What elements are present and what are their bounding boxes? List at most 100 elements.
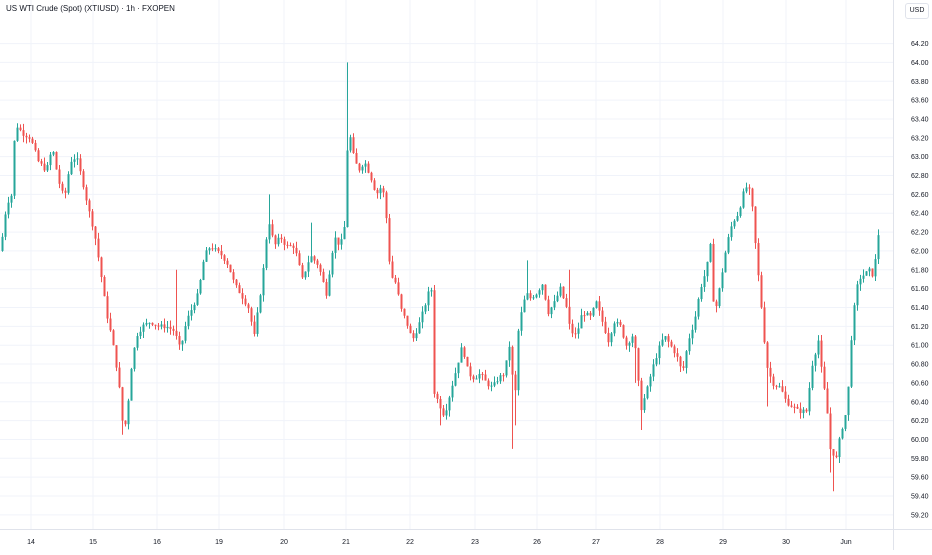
candle-down	[55, 151, 58, 170]
candle-body	[13, 140, 16, 196]
x-tick-label: 26	[533, 539, 541, 546]
candle-down	[502, 373, 505, 382]
candle-body	[34, 142, 37, 151]
candle-up	[49, 151, 52, 171]
candle-down	[409, 323, 412, 334]
candle-body	[814, 354, 817, 366]
candle-down	[376, 187, 379, 199]
candle-down	[31, 136, 34, 145]
candle-body	[607, 332, 610, 343]
candle-body	[331, 252, 334, 275]
candle-up	[166, 320, 169, 333]
candle-down	[625, 335, 628, 350]
candle-up	[142, 322, 145, 338]
candle-body	[253, 321, 256, 334]
candle-up	[76, 152, 79, 166]
candle-up	[652, 359, 655, 382]
candle-down	[22, 123, 25, 143]
candle-down	[253, 315, 256, 337]
candle-down	[37, 148, 40, 163]
candle-body	[595, 301, 598, 308]
candle-up	[1, 233, 4, 252]
candle-body	[91, 211, 94, 227]
candle-down	[784, 386, 787, 403]
candle-body	[718, 288, 721, 307]
candle-down	[106, 291, 109, 324]
candle-body	[700, 287, 703, 300]
candle-body	[424, 305, 427, 312]
candle-up	[16, 123, 19, 142]
candle-body	[442, 408, 445, 416]
time-axis[interactable]: 14 15 16 19 20 21 22 23 26 27 28 29 30 Jun	[0, 529, 932, 547]
y-tick-label: 63.00	[911, 154, 929, 161]
candle-body	[181, 340, 184, 345]
candle-up	[379, 184, 382, 200]
candle-body	[859, 278, 862, 285]
candle-down	[322, 268, 325, 283]
candle-body	[559, 286, 562, 296]
candle-body	[226, 260, 229, 265]
candle-body	[25, 135, 28, 138]
candle-up	[718, 287, 721, 309]
candle-body	[379, 188, 382, 194]
candle-down	[511, 345, 514, 449]
y-tick-label: 64.00	[911, 60, 929, 67]
price-axis[interactable]: 59.20 59.40 59.60 59.80 60.00 60.20 60.40 60.60…	[893, 0, 929, 550]
candle-down	[439, 396, 442, 426]
y-tick-label: 63.20	[911, 135, 929, 142]
candle-up	[538, 288, 541, 298]
candle-body	[268, 224, 271, 240]
candle-up	[445, 403, 448, 420]
candle-down	[487, 378, 490, 390]
candle-up	[691, 324, 694, 345]
candle-down	[229, 264, 232, 273]
candle-down	[805, 408, 808, 413]
candle-body	[715, 301, 718, 307]
candle-up	[520, 306, 523, 336]
candle-down	[529, 290, 532, 301]
candle-up	[556, 291, 559, 303]
candle-down	[436, 391, 439, 404]
candle-body	[145, 322, 148, 325]
candle-body	[661, 339, 664, 346]
candle-up	[643, 394, 646, 413]
candle-up	[277, 233, 280, 247]
candle-body	[514, 374, 517, 391]
candle-down	[373, 178, 376, 191]
candle-up	[415, 328, 418, 341]
candle-up	[703, 269, 706, 292]
candle-down	[64, 187, 67, 199]
candle-body	[511, 346, 514, 375]
candle-down	[382, 185, 385, 198]
candle-body	[262, 267, 265, 296]
currency-badge[interactable]: USD	[905, 3, 929, 19]
candle-body	[394, 277, 397, 283]
y-tick-label: 62.80	[911, 173, 929, 180]
candle-body	[745, 187, 748, 192]
candle-down	[316, 258, 319, 269]
candle-up	[202, 259, 205, 281]
candle-body	[445, 410, 448, 416]
candle-down	[151, 322, 154, 327]
candle-body	[202, 261, 205, 280]
candle-down	[673, 344, 676, 358]
candle-down	[109, 312, 112, 332]
candle-down	[640, 377, 643, 431]
candle-body	[172, 328, 175, 331]
candle-down	[283, 236, 286, 251]
candle-down	[397, 277, 400, 296]
candle-up	[631, 333, 634, 348]
candle-down	[337, 237, 340, 251]
candle-body	[4, 214, 7, 237]
candle-down	[760, 271, 763, 309]
candle-down	[88, 198, 91, 218]
candle-down	[463, 346, 466, 359]
candle-body	[127, 400, 130, 425]
candle-body	[61, 183, 64, 191]
candle-body	[85, 187, 88, 201]
candle-down	[211, 243, 214, 252]
candle-up	[505, 360, 508, 378]
candle-body	[688, 338, 691, 352]
